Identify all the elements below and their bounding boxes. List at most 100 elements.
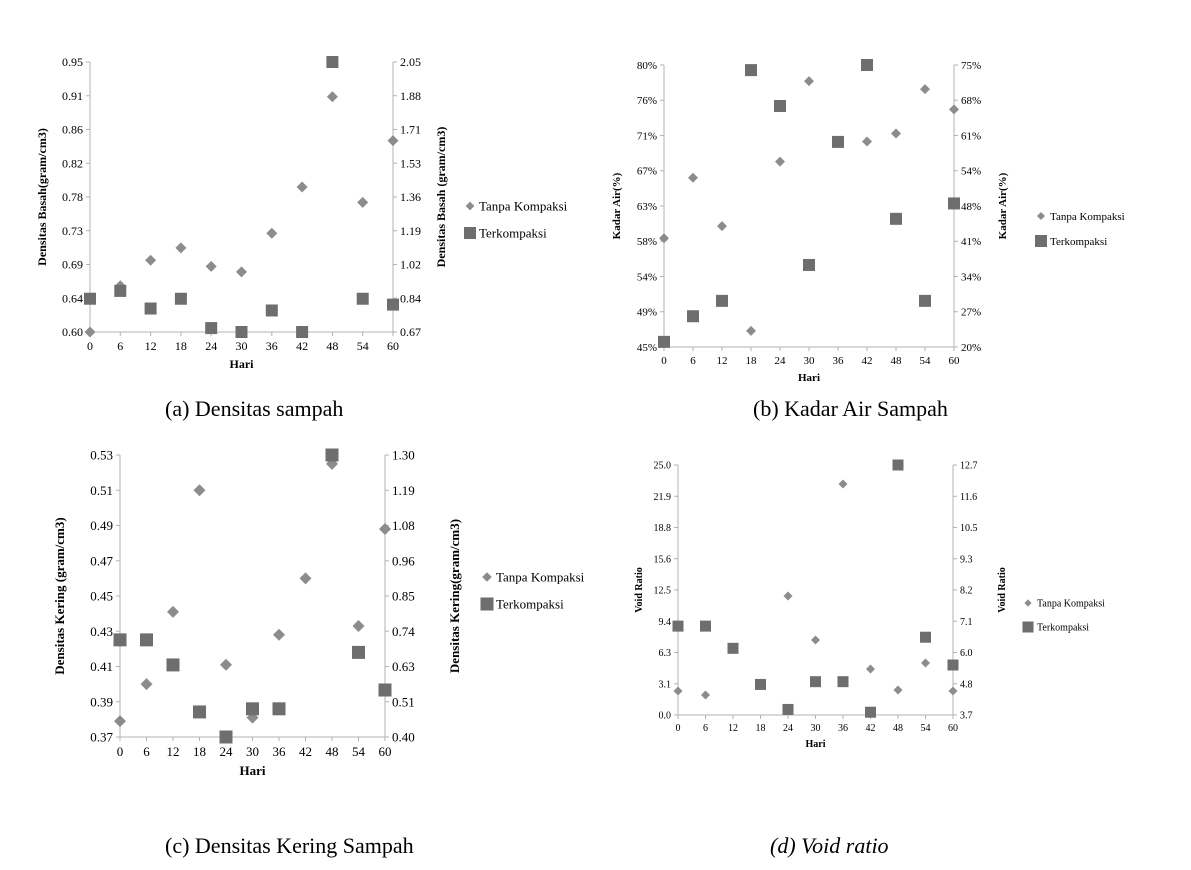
- terkompaksi-point: [326, 56, 339, 68]
- x-tick-label: 36: [838, 723, 848, 734]
- terkompaksi-point: [140, 633, 153, 647]
- y-axis-label: Kadar Air(%): [611, 172, 623, 239]
- left-tick-label: 67%: [637, 166, 657, 178]
- tanpa-kompaksi-point: [145, 254, 157, 266]
- left-tick-label: 21.9: [654, 492, 672, 503]
- tanpa-kompaksi-point: [84, 326, 96, 338]
- x-tick-label: 24: [783, 723, 793, 734]
- tanpa-kompaksi-point: [717, 221, 727, 232]
- chart-panel-b: 45% 49% 54% 58% 63% 67% 71% 76% 80% 20% 27% 34% 41% 4…: [596, 0, 1191, 435]
- terkompaksi-point: [235, 326, 248, 338]
- legend-diamond-marker: [1024, 599, 1032, 607]
- left-tick-label: 0.51: [90, 483, 113, 498]
- legend-square-marker: [1022, 621, 1034, 633]
- terkompaksi-point: [890, 212, 902, 225]
- left-tick-label: 9.4: [659, 617, 672, 628]
- tanpa-kompaksi-point: [352, 619, 365, 632]
- terkompaksi-point: [948, 197, 960, 210]
- x-axis-label: Hari: [798, 372, 820, 384]
- left-tick-label: 0.86: [62, 123, 83, 137]
- x-tick-label: 30: [811, 723, 821, 734]
- left-tick-label: 0.73: [62, 224, 83, 238]
- right-tick-label: 0.74: [392, 624, 415, 639]
- caption-a: (a) Densitas sampah: [165, 396, 344, 421]
- x-tick-label: 18: [175, 339, 187, 353]
- tanpa-kompaksi-point: [866, 664, 875, 674]
- right-tick-label: 0.84: [400, 291, 421, 305]
- chart-panel-d: 0.0 3.1 6.3 9.4 12.5 15.6 18.8 21.9 25.0 3.7 4.8 6.…: [596, 435, 1191, 870]
- legend-label: Tanpa Kompaksi: [479, 199, 568, 214]
- x-axis-label: Hari: [240, 763, 266, 778]
- y2-axis-label: Void Ratio: [997, 567, 1008, 612]
- legend-square-marker: [464, 227, 476, 239]
- tanpa-kompaksi-point: [659, 233, 669, 244]
- terkompaksi-point: [919, 294, 931, 307]
- right-tick-label: 1.19: [392, 483, 415, 498]
- chart-d: 0.0 3.1 6.3 9.4 12.5 15.6 18.8 21.9 25.0 3.7 4.8 6.…: [634, 459, 1105, 750]
- chart-panel-c: 0.37 0.39 0.41 0.43 0.45 0.47 0.49 0.51 0.53 0.40…: [0, 435, 595, 870]
- tanpa-kompaksi-point: [862, 136, 872, 147]
- legend-diamond-marker: [465, 201, 475, 211]
- x-tick-label: 36: [273, 744, 287, 759]
- right-tick-label: 61%: [961, 130, 981, 142]
- x-tick-label: 12: [167, 744, 180, 759]
- right-tick-label: 48%: [961, 201, 981, 213]
- terkompaksi-point: [810, 676, 821, 688]
- x-tick-label: 60: [948, 723, 958, 734]
- tanpa-kompaksi-point: [114, 715, 126, 728]
- x-axis-label: Hari: [806, 739, 826, 750]
- terkompaksi-point: [672, 620, 684, 632]
- x-tick-label: 42: [299, 744, 312, 759]
- terkompaksi-point: [144, 302, 157, 315]
- tanpa-kompaksi-point: [296, 181, 308, 193]
- terkompaksi-point: [387, 298, 399, 311]
- right-tick-label: 12.7: [960, 461, 978, 472]
- left-tick-label: 0.47: [90, 553, 113, 568]
- left-tick-label: 25.0: [654, 461, 672, 472]
- legend-square-marker: [1035, 235, 1047, 247]
- right-tick-label: 0.96: [392, 553, 415, 568]
- terkompaksi-point: [803, 258, 815, 271]
- terkompaksi-point: [114, 284, 127, 297]
- x-tick-label: 54: [921, 723, 931, 734]
- tanpa-kompaksi-point: [167, 605, 179, 618]
- legend-diamond-marker: [1037, 212, 1045, 220]
- left-tick-label: 71%: [637, 130, 657, 142]
- tanpa-kompaksi-point: [948, 686, 958, 696]
- x-tick-label: 30: [236, 339, 248, 353]
- right-tick-label: 1.53: [400, 156, 421, 170]
- terkompaksi-point: [774, 100, 786, 113]
- left-tick-label: 0.0: [659, 711, 672, 722]
- terkompaksi-point: [700, 620, 711, 632]
- chart-a: 0.60 0.64 0.69 0.73 0.78 0.82 0.86 0.91 0.95 0.67…: [35, 55, 568, 371]
- x-axis-label: Hari: [230, 357, 255, 371]
- tanpa-kompaksi-point: [273, 628, 285, 641]
- right-tick-label: 0.67: [400, 325, 421, 339]
- legend-label: Terkompaksi: [496, 597, 564, 612]
- terkompaksi-point: [205, 322, 218, 335]
- terkompaksi-point: [272, 702, 286, 716]
- tanpa-kompaksi-point: [891, 128, 901, 139]
- x-tick-label: 6: [703, 723, 708, 734]
- x-tick-label: 12: [728, 723, 738, 734]
- right-tick-label: 34%: [961, 271, 981, 283]
- tanpa-kompaksi-point: [838, 479, 848, 489]
- tanpa-kompaksi-point: [811, 635, 820, 645]
- x-tick-label: 48: [326, 744, 339, 759]
- tanpa-kompaksi-point: [387, 135, 399, 147]
- terkompaksi-point: [166, 658, 180, 672]
- y2-axis-label: Densitas Kering(gram/cm3): [447, 519, 462, 673]
- left-tick-label: 63%: [637, 201, 657, 213]
- x-tick-label: 6: [143, 744, 150, 759]
- terkompaksi-point: [837, 676, 849, 688]
- terkompaksi-point: [755, 678, 766, 690]
- tanpa-kompaksi-point: [205, 260, 217, 272]
- chart-b: 45% 49% 54% 58% 63% 67% 71% 76% 80% 20% 27% 34% 41% 4…: [611, 59, 1125, 384]
- left-tick-label: 6.3: [659, 648, 672, 659]
- left-tick-label: 49%: [637, 307, 657, 319]
- left-tick-label: 0.37: [90, 730, 113, 745]
- legend-label: Tanpa Kompaksi: [496, 570, 585, 585]
- x-tick-label: 60: [379, 744, 392, 759]
- x-tick-label: 18: [746, 355, 758, 367]
- legend-label: Tanpa Kompaksi: [1037, 599, 1105, 610]
